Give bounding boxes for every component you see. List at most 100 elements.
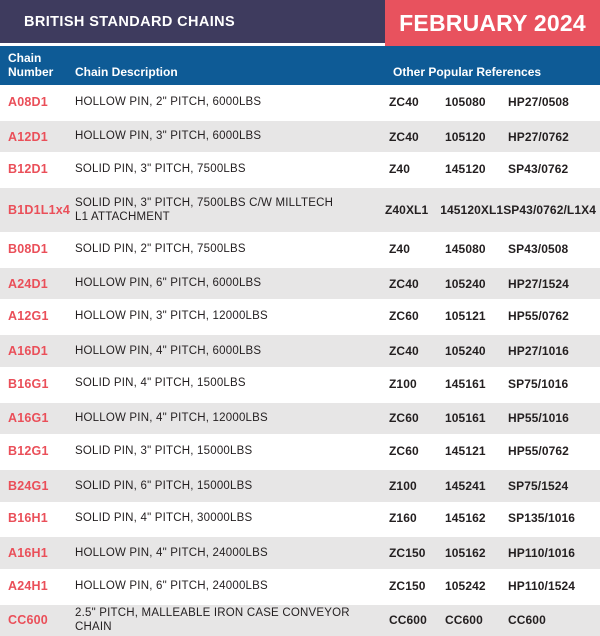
reference-1-cell: ZC60	[389, 411, 419, 426]
reference-1-cell: ZC60	[389, 444, 419, 459]
reference-2-cell: 105162	[445, 546, 486, 561]
chain-description-cell: HOLLOW PIN, 3" PITCH, 6000LBS	[75, 130, 262, 143]
reference-3-cell: CC600	[508, 613, 546, 628]
reference-1-cell: CC600	[389, 613, 427, 628]
reference-2-cell: 105240	[445, 276, 486, 291]
reference-1-cell: Z40	[389, 241, 410, 256]
reference-2-cell: 105161	[445, 411, 486, 426]
reference-3-cell: HP110/1016	[508, 546, 576, 561]
table-row: CC600 2.5" PITCH, MALLEABLE IRON CASE CO…	[0, 602, 600, 636]
chain-description-cell: SOLID PIN, 4" PITCH, 30000LBS	[75, 512, 253, 525]
table-row: B08D1 SOLID PIN, 2" PITCH, 7500LBS Z40 1…	[0, 232, 600, 266]
column-header-other-popular-references: Other Popular References	[393, 65, 542, 80]
chain-description-cell: HOLLOW PIN, 2" PITCH, 6000LBS	[75, 95, 262, 108]
chain-description-cell: HOLLOW PIN, 4" PITCH, 24000LBS	[75, 546, 268, 559]
reference-1-cell: ZC40	[389, 94, 419, 109]
chain-description-cell: 2.5" PITCH, MALLEABLE IRON CASE CONVEYOR…	[75, 607, 350, 634]
reference-3-cell: SP135/1016	[508, 511, 576, 526]
reference-2-cell: 145120	[445, 162, 486, 177]
reference-3-cell: SP43/0762	[508, 162, 569, 177]
chain-number-cell: B08D1	[8, 241, 48, 256]
chain-number-cell: A16D1	[8, 343, 48, 358]
table-row: B16H1 SOLID PIN, 4" PITCH, 30000LBS Z160…	[0, 501, 600, 536]
table-row: A12G1 HOLLOW PIN, 3" PITCH, 12000LBS ZC6…	[0, 299, 600, 334]
chain-number-cell: B1D1L1x4	[8, 203, 71, 218]
date-badge: FEBRUARY 2024	[385, 0, 600, 46]
chain-description-cell: SOLID PIN, 3" PITCH, 7500LBS C/W MILLTEC…	[75, 196, 334, 224]
table-row: A16G1 HOLLOW PIN, 4" PITCH, 12000LBS ZC6…	[0, 400, 600, 435]
reference-1-cell: ZC150	[389, 578, 426, 593]
reference-2-cell: 145162	[445, 511, 486, 526]
column-header-chain-number: Chain Number	[8, 51, 54, 80]
reference-3-cell: HP27/1016	[508, 343, 569, 358]
chain-description-cell: HOLLOW PIN, 6" PITCH, 6000LBS	[75, 277, 262, 290]
column-header-chain-description: Chain Description	[75, 65, 178, 80]
reference-1-cell: ZC40	[389, 343, 419, 358]
reference-1-cell: ZC150	[389, 546, 426, 561]
reference-1-cell: Z100	[389, 478, 417, 493]
chain-description-cell: HOLLOW PIN, 3" PITCH, 12000LBS	[75, 310, 268, 323]
reference-2-cell: 105121	[445, 309, 486, 324]
table-row: B24G1 SOLID PIN, 6" PITCH, 15000LBS Z100…	[0, 467, 600, 502]
chain-description-cell: SOLID PIN, 2" PITCH, 7500LBS	[75, 242, 246, 255]
table-column-header: Chain Number Chain Description Other Pop…	[0, 46, 600, 85]
reference-3-cell: SP43/0508	[508, 241, 569, 256]
reference-2-cell: 105242	[445, 578, 486, 593]
chain-description-cell: SOLID PIN, 6" PITCH, 15000LBS	[75, 479, 253, 492]
header: BRITISH STANDARD CHAINS FEBRUARY 2024	[0, 0, 600, 46]
reference-2-cell: 145080	[445, 241, 486, 256]
reference-1-cell: Z40	[389, 162, 410, 177]
reference-2-cell: 145161	[445, 376, 486, 391]
reference-3-cell: HP55/1016	[508, 411, 569, 426]
reference-3-cell: SP75/1524	[508, 478, 569, 493]
chain-number-cell: B12D1	[8, 162, 48, 177]
chain-description-cell: HOLLOW PIN, 4" PITCH, 6000LBS	[75, 344, 262, 357]
table-row: A24D1 HOLLOW PIN, 6" PITCH, 6000LBS ZC40…	[0, 265, 600, 300]
chain-description-cell: SOLID PIN, 3" PITCH, 15000LBS	[75, 444, 253, 457]
reference-2-cell: 105240	[445, 343, 486, 358]
reference-3-cell: HP27/1524	[508, 276, 569, 291]
reference-2-cell: 145121	[445, 444, 486, 459]
chain-description-cell: HOLLOW PIN, 6" PITCH, 24000LBS	[75, 579, 268, 592]
table-row: A16D1 HOLLOW PIN, 4" PITCH, 6000LBS ZC40…	[0, 333, 600, 367]
reference-1-cell: Z100	[389, 376, 417, 391]
reference-3-cell: SP43/0762/L1X4	[503, 203, 596, 218]
chain-number-cell: A08D1	[8, 94, 48, 109]
chain-number-cell: B16G1	[8, 376, 49, 391]
table-row: B12G1 SOLID PIN, 3" PITCH, 15000LBS ZC60…	[0, 434, 600, 468]
chain-description-cell: SOLID PIN, 3" PITCH, 7500LBS	[75, 163, 246, 176]
reference-3-cell: HP55/0762	[508, 444, 569, 459]
reference-3-cell: HP27/0762	[508, 129, 569, 144]
chain-number-cell: B24G1	[8, 478, 49, 493]
chain-number-cell: CC600	[8, 613, 48, 628]
reference-2-cell: 145241	[445, 478, 486, 493]
chain-number-cell: A12G1	[8, 309, 49, 324]
reference-1-cell: Z40XL1	[384, 203, 429, 218]
table-row: B12D1 SOLID PIN, 3" PITCH, 7500LBS Z40 1…	[0, 152, 600, 187]
reference-2-cell: CC600	[445, 613, 483, 628]
reference-1-cell: ZC40	[389, 129, 419, 144]
reference-2-cell: 145120XL1	[440, 203, 504, 218]
chain-number-cell: B12G1	[8, 444, 49, 459]
page-title: BRITISH STANDARD CHAINS	[24, 13, 236, 30]
table-row: A16H1 HOLLOW PIN, 4" PITCH, 24000LBS ZC1…	[0, 535, 600, 569]
reference-2-cell: 105080	[445, 94, 486, 109]
reference-2-cell: 105120	[445, 129, 486, 144]
chain-number-cell: B16H1	[8, 511, 48, 526]
table-row: A12D1 HOLLOW PIN, 3" PITCH, 6000LBS ZC40…	[0, 118, 600, 153]
reference-1-cell: ZC40	[389, 276, 419, 291]
chain-number-cell: A16H1	[8, 546, 48, 561]
chain-number-cell: A12D1	[8, 129, 48, 144]
table-row: B16G1 SOLID PIN, 4" PITCH, 1500LBS Z100 …	[0, 366, 600, 401]
title-bar: BRITISH STANDARD CHAINS	[0, 0, 385, 43]
chain-number-cell: A24H1	[8, 578, 48, 593]
table-row: A08D1 HOLLOW PIN, 2" PITCH, 6000LBS ZC40…	[0, 85, 600, 119]
chain-number-cell: A16G1	[8, 411, 49, 426]
reference-3-cell: HP27/0508	[508, 94, 569, 109]
table-row: B1D1L1x4 SOLID PIN, 3" PITCH, 7500LBS C/…	[0, 186, 600, 233]
chain-number-cell: A24D1	[8, 276, 48, 291]
date-label: FEBRUARY 2024	[399, 9, 586, 36]
reference-3-cell: HP110/1524	[508, 578, 576, 593]
reference-1-cell: Z160	[389, 511, 417, 526]
